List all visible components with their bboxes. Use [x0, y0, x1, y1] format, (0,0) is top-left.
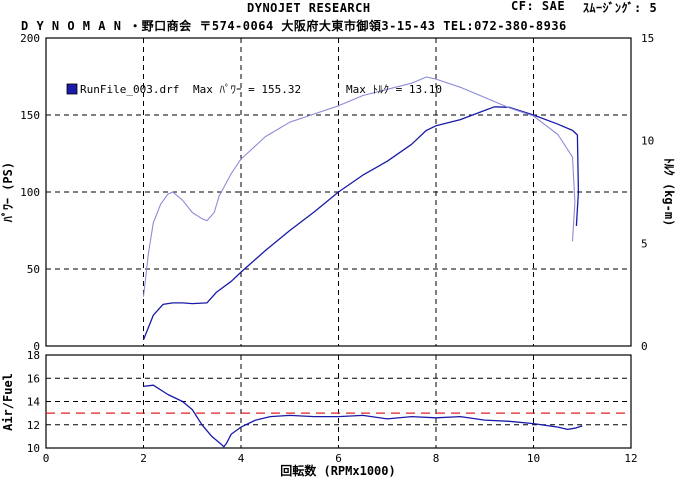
rpm-tick-label: 0: [43, 452, 50, 465]
torque-curve: [142, 76, 576, 297]
grid-lines: [46, 38, 631, 448]
rpm-tick-label: 12: [624, 452, 637, 465]
x-axis-label: 回転数 (RPMx1000): [280, 463, 395, 478]
afr-tick-label: 16: [27, 372, 40, 385]
afr-curve: [143, 384, 583, 448]
power-tick-label: 50: [27, 263, 40, 276]
rpm-tick-label: 6: [335, 452, 342, 465]
correction-factor: CF: SAE: [511, 0, 566, 13]
chart-title: DYNOJET RESEARCH: [247, 1, 371, 15]
torque-tick-label: 5: [641, 237, 648, 250]
legend-run-file: RunFile_003.drf: [80, 83, 179, 96]
legend-max-power: Max ﾊﾟﾜｰ = 155.32: [193, 83, 301, 96]
legend-swatch: [66, 83, 78, 95]
rpm-tick-label: 2: [140, 452, 147, 465]
rpm-tick-label: 4: [238, 452, 245, 465]
shop-info: D Y N O M A N ・野口商会 〒574-0064 大阪府大東市御領3-…: [21, 19, 567, 33]
power-tick-label: 100: [20, 186, 40, 199]
legend-max-torque: Max ﾄﾙｸ = 13.10: [346, 83, 442, 96]
afr-tick-label: 10: [27, 442, 40, 455]
smoothing-level: ｽﾑｰｼﾞﾝｸﾞ: 5: [583, 1, 658, 15]
torque-axis-label: ﾄﾙｸ (kg-m): [662, 158, 676, 227]
power-axis-label: ﾊﾟﾜｰ (PS): [0, 162, 15, 223]
rpm-tick-label: 10: [527, 452, 540, 465]
power-curve: [142, 106, 580, 341]
afr-tick-label: 12: [27, 419, 40, 432]
afr-tick-label: 14: [27, 396, 41, 409]
torque-tick-label: 0: [641, 340, 648, 353]
rpm-tick-label: 8: [433, 452, 440, 465]
power-tick-label: 150: [20, 109, 40, 122]
torque-tick-label: 10: [641, 135, 654, 148]
power-tick-label: 0: [33, 340, 40, 353]
torque-tick-label: 15: [641, 32, 654, 45]
afr-tick-label: 18: [27, 349, 40, 362]
afr-axis-label: Air/Fuel: [1, 373, 15, 431]
power-tick-label: 200: [20, 32, 40, 45]
